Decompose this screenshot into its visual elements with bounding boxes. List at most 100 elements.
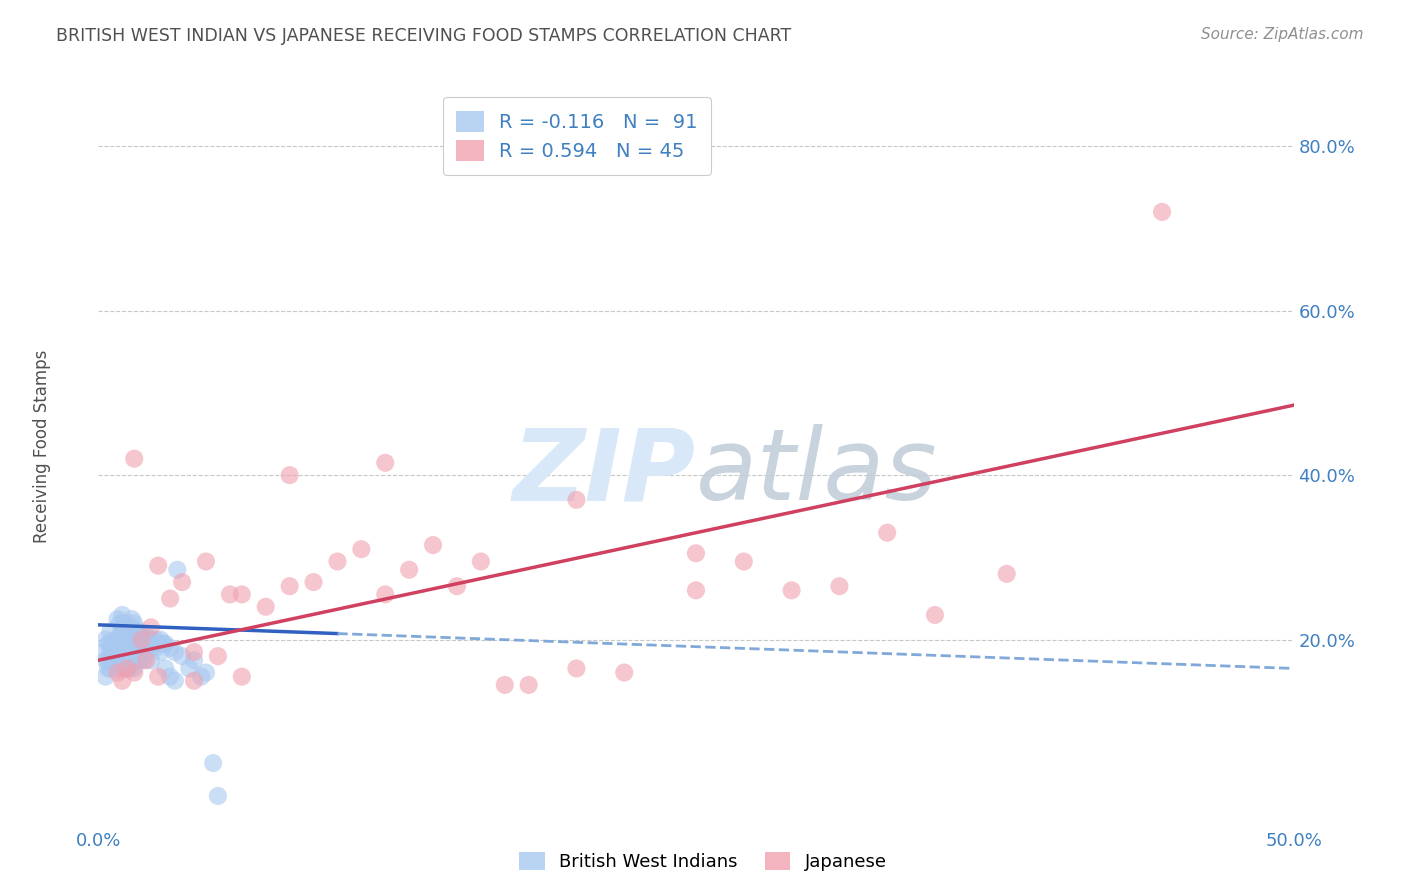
Legend: British West Indians, Japanese: British West Indians, Japanese — [512, 845, 894, 879]
Point — [115, 653, 138, 667]
Point — [115, 661, 138, 675]
Point — [124, 451, 146, 466]
Point — [780, 583, 803, 598]
Point — [398, 563, 420, 577]
Point — [104, 640, 127, 655]
Point — [135, 628, 157, 642]
Point — [124, 616, 146, 631]
Point — [111, 637, 134, 651]
Point — [350, 542, 373, 557]
Point — [98, 624, 122, 639]
Point — [115, 637, 138, 651]
Point — [470, 554, 492, 569]
Point — [219, 587, 242, 601]
Point — [1152, 205, 1174, 219]
Point — [108, 637, 131, 651]
Point — [302, 575, 325, 590]
Point — [101, 649, 124, 664]
Point — [94, 632, 117, 647]
Point — [685, 583, 707, 598]
Point — [149, 632, 172, 647]
Point — [139, 653, 162, 667]
Point — [278, 579, 301, 593]
Point — [183, 673, 205, 688]
Point — [108, 616, 131, 631]
Text: BRITISH WEST INDIAN VS JAPANESE RECEIVING FOOD STAMPS CORRELATION CHART: BRITISH WEST INDIAN VS JAPANESE RECEIVIN… — [56, 27, 792, 45]
Point — [104, 645, 127, 659]
Point — [125, 628, 148, 642]
Text: Receiving Food Stamps: Receiving Food Stamps — [34, 350, 51, 542]
Point — [163, 673, 186, 688]
Point — [107, 612, 129, 626]
Point — [152, 637, 174, 651]
Point — [278, 468, 301, 483]
Point — [91, 645, 114, 659]
Point — [155, 661, 177, 675]
Point — [118, 624, 141, 639]
Point — [183, 645, 205, 659]
Point — [139, 620, 162, 634]
Point — [166, 563, 188, 577]
Point — [114, 624, 136, 639]
Point — [517, 678, 540, 692]
Point — [98, 637, 122, 651]
Point — [132, 632, 155, 647]
Point — [422, 538, 444, 552]
Point — [145, 640, 167, 655]
Point — [128, 632, 150, 647]
Point — [995, 566, 1018, 581]
Point — [98, 645, 122, 659]
Point — [207, 789, 229, 803]
Point — [207, 649, 229, 664]
Point — [94, 670, 117, 684]
Point — [101, 653, 124, 667]
Text: ZIP: ZIP — [513, 425, 696, 521]
Point — [148, 637, 170, 651]
Point — [172, 575, 194, 590]
Point — [159, 640, 181, 655]
Text: atlas: atlas — [696, 425, 938, 521]
Point — [118, 661, 141, 675]
Point — [565, 661, 588, 675]
Point — [231, 587, 253, 601]
Point — [828, 579, 851, 593]
Point — [924, 607, 946, 622]
Point — [163, 645, 186, 659]
Legend: R = -0.116   N =  91, R = 0.594   N = 45: R = -0.116 N = 91, R = 0.594 N = 45 — [443, 97, 711, 175]
Point — [121, 612, 143, 626]
Point — [111, 628, 134, 642]
Point — [97, 637, 120, 651]
Point — [135, 637, 157, 651]
Point — [159, 670, 181, 684]
Point — [114, 632, 136, 647]
Point — [446, 579, 468, 593]
Point — [124, 661, 146, 675]
Point — [131, 637, 153, 651]
Point — [107, 645, 129, 659]
Point — [125, 645, 148, 659]
Point — [565, 492, 588, 507]
Point — [121, 620, 143, 634]
Point — [111, 620, 134, 634]
Point — [148, 558, 170, 573]
Point — [135, 653, 157, 667]
Point — [114, 661, 136, 675]
Point — [195, 665, 218, 680]
Text: Source: ZipAtlas.com: Source: ZipAtlas.com — [1201, 27, 1364, 42]
Point — [231, 670, 253, 684]
Point — [107, 665, 129, 680]
Point — [149, 645, 172, 659]
Point — [124, 632, 146, 647]
Point — [494, 678, 516, 692]
Point — [111, 673, 134, 688]
Point — [115, 628, 138, 642]
Point — [159, 591, 181, 606]
Point — [115, 620, 138, 634]
Point — [107, 653, 129, 667]
Point — [114, 616, 136, 631]
Point — [131, 645, 153, 659]
Point — [97, 661, 120, 675]
Point — [101, 637, 124, 651]
Point — [131, 632, 153, 647]
Point — [145, 632, 167, 647]
